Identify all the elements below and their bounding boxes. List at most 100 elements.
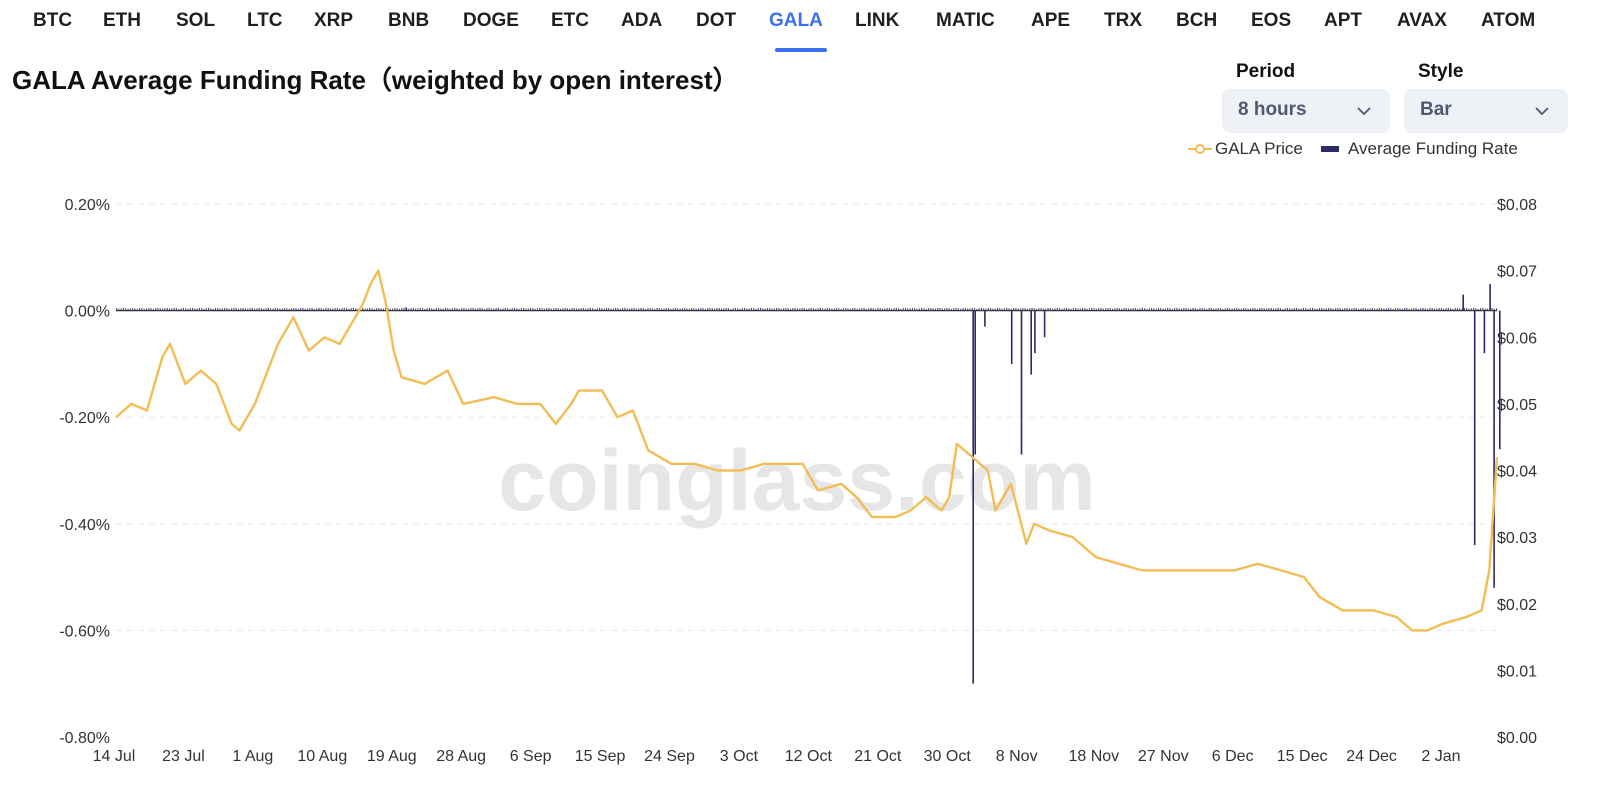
funding-bar bbox=[631, 308, 633, 311]
funding-bar bbox=[1470, 308, 1472, 311]
funding-bar bbox=[587, 308, 589, 311]
funding-bar bbox=[1001, 308, 1003, 311]
funding-bar bbox=[1130, 308, 1132, 311]
funding-bar bbox=[937, 308, 939, 311]
funding-bar bbox=[150, 308, 152, 311]
funding-bar bbox=[562, 308, 564, 311]
tab-apt[interactable]: APT bbox=[1324, 10, 1362, 31]
funding-bar bbox=[1026, 308, 1028, 311]
tab-atom[interactable]: ATOM bbox=[1481, 10, 1536, 31]
funding-bar bbox=[396, 308, 398, 311]
tab-matic[interactable]: MATIC bbox=[936, 10, 995, 31]
funding-bar bbox=[1095, 308, 1097, 311]
tab-eth[interactable]: ETH bbox=[103, 10, 141, 31]
funding-bar bbox=[691, 308, 693, 311]
tab-ape[interactable]: APE bbox=[1031, 10, 1071, 31]
funding-bar bbox=[1348, 308, 1350, 311]
funding-bar bbox=[1199, 308, 1201, 311]
funding-bar bbox=[364, 308, 366, 311]
funding-bar bbox=[831, 308, 833, 311]
funding-bar bbox=[502, 308, 504, 311]
funding-bar bbox=[1362, 307, 1364, 311]
funding-bar bbox=[960, 308, 962, 311]
funding-bar bbox=[398, 308, 401, 311]
funding-bar bbox=[444, 308, 447, 311]
funding-bar bbox=[125, 308, 127, 311]
tab-ltc[interactable]: LTC bbox=[247, 10, 283, 31]
funding-bar bbox=[1261, 308, 1263, 311]
funding-bar bbox=[693, 308, 695, 311]
funding-bar bbox=[286, 308, 288, 311]
y-left-tick: -0.80% bbox=[59, 730, 110, 747]
funding-bar bbox=[1054, 308, 1056, 311]
period-select[interactable]: 8 hours bbox=[1222, 89, 1390, 133]
funding-bar bbox=[546, 308, 548, 311]
funding-bar bbox=[1098, 308, 1100, 311]
funding-bar bbox=[336, 308, 338, 311]
tab-ada[interactable]: ADA bbox=[621, 10, 663, 31]
tab-gala[interactable]: GALA bbox=[769, 10, 823, 31]
funding-bar bbox=[1013, 308, 1015, 311]
funding-bar bbox=[143, 308, 145, 311]
page-title: GALA Average Funding Rate（weighted by op… bbox=[12, 65, 739, 95]
funding-bar bbox=[334, 308, 336, 311]
tab-bch[interactable]: BCH bbox=[1176, 10, 1218, 31]
funding-bar bbox=[267, 307, 269, 311]
funding-bar bbox=[1353, 308, 1355, 311]
funding-bar bbox=[665, 308, 667, 311]
funding-bar bbox=[1413, 308, 1415, 311]
tab-bnb[interactable]: BNB bbox=[388, 10, 430, 31]
funding-bar bbox=[1468, 308, 1470, 311]
tab-trx[interactable]: TRX bbox=[1104, 10, 1142, 31]
tab-etc[interactable]: ETC bbox=[551, 10, 589, 31]
funding-bar bbox=[792, 308, 794, 311]
funding-bar bbox=[1082, 308, 1084, 311]
funding-bar bbox=[720, 308, 723, 311]
funding-bar bbox=[369, 307, 371, 311]
funding-bar bbox=[898, 308, 900, 311]
funding-bar bbox=[833, 308, 835, 311]
funding-bar bbox=[283, 308, 286, 311]
funding-bar bbox=[1144, 308, 1146, 311]
funding-bar bbox=[608, 308, 610, 311]
tab-doge[interactable]: DOGE bbox=[463, 10, 519, 31]
funding-bar bbox=[196, 308, 198, 311]
funding-bar bbox=[1047, 308, 1049, 311]
funding-bar bbox=[1134, 308, 1137, 311]
funding-price-chart[interactable]: coinglass.com 0.20% 0.00% -0.20% -0.40% -0.60… bbox=[0, 170, 1600, 784]
funding-bar bbox=[1339, 308, 1341, 311]
funding-bar bbox=[1197, 308, 1199, 311]
funding-bar bbox=[332, 308, 334, 311]
funding-bar bbox=[835, 307, 838, 311]
funding-bar bbox=[1309, 308, 1311, 311]
funding-bar bbox=[456, 308, 458, 311]
funding-bar bbox=[939, 308, 941, 311]
funding-bar bbox=[865, 308, 867, 311]
funding-bar bbox=[1314, 308, 1316, 311]
funding-bar bbox=[594, 309, 596, 311]
funding-bar bbox=[403, 307, 405, 311]
funding-bar bbox=[1180, 308, 1183, 311]
funding-bar bbox=[796, 308, 798, 311]
x-tick: 6 Dec bbox=[1212, 748, 1254, 765]
funding-bar bbox=[734, 307, 736, 311]
funding-bar bbox=[1259, 308, 1261, 311]
style-select[interactable]: Bar bbox=[1404, 89, 1568, 133]
funding-bar bbox=[992, 308, 994, 311]
funding-bar bbox=[449, 308, 451, 311]
funding-bar bbox=[925, 309, 927, 311]
funding-bar bbox=[1034, 310, 1036, 354]
funding-bar bbox=[1408, 308, 1410, 311]
funding-bar bbox=[1397, 307, 1399, 311]
tab-link[interactable]: LINK bbox=[855, 10, 900, 31]
tab-dot[interactable]: DOT bbox=[696, 10, 737, 31]
funding-bar bbox=[732, 308, 734, 311]
funding-bar bbox=[389, 308, 391, 311]
tab-avax[interactable]: AVAX bbox=[1397, 10, 1447, 31]
tab-eos[interactable]: EOS bbox=[1251, 10, 1292, 31]
funding-bar bbox=[458, 308, 460, 311]
tab-sol[interactable]: SOL bbox=[176, 10, 216, 31]
tab-btc[interactable]: BTC bbox=[33, 10, 73, 31]
funding-bar bbox=[1275, 308, 1277, 311]
tab-xrp[interactable]: XRP bbox=[314, 10, 354, 31]
